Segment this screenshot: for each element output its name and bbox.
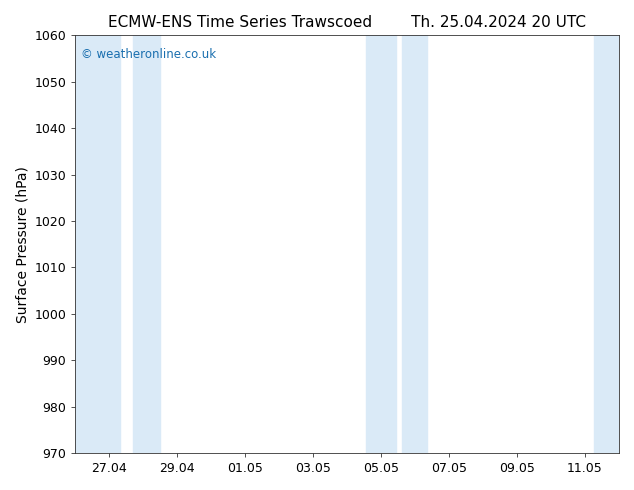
Y-axis label: Surface Pressure (hPa): Surface Pressure (hPa) <box>15 166 29 322</box>
Bar <box>366 35 396 453</box>
Bar <box>133 35 160 453</box>
Text: © weatheronline.co.uk: © weatheronline.co.uk <box>81 48 216 61</box>
Bar <box>593 35 619 453</box>
Bar <box>401 35 427 453</box>
Bar <box>75 35 120 453</box>
Title: ECMW-ENS Time Series Trawscoed        Th. 25.04.2024 20 UTC: ECMW-ENS Time Series Trawscoed Th. 25.04… <box>108 15 586 30</box>
